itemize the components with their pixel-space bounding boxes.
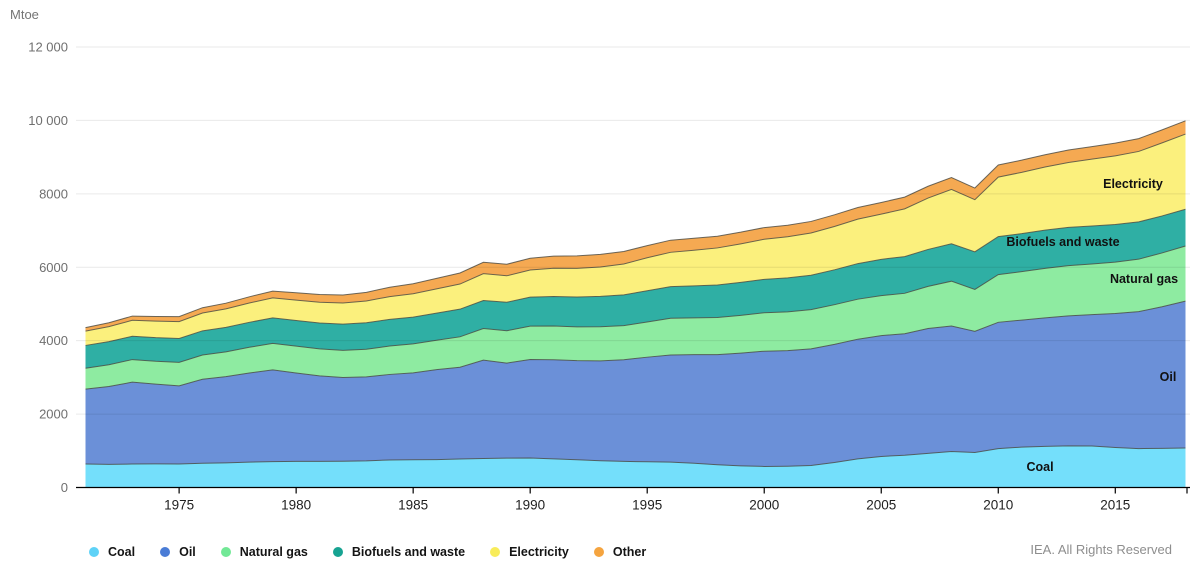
y-axis-tick-label: 8000 — [39, 186, 68, 201]
area-label-coal: Coal — [1026, 460, 1054, 474]
area-label-biofuels-and-waste: Biofuels and waste — [1006, 235, 1120, 249]
area-label-oil: Oil — [1159, 370, 1177, 384]
area-boundary-line — [85, 300, 1186, 390]
area-boundary-line — [85, 245, 1186, 369]
x-axis-tick-label: 2005 — [866, 498, 896, 513]
y-axis-tick-label: 6000 — [39, 260, 68, 275]
area-boundary-line — [85, 208, 1186, 346]
legend-item-coal[interactable]: Coal — [89, 545, 135, 559]
oil-swatch-icon — [160, 547, 171, 557]
legend-label: Oil — [179, 545, 196, 559]
legend-label: Electricity — [509, 545, 569, 559]
y-axis-tick-label: 4000 — [39, 333, 68, 348]
chart-legend: Coal Oil Natural gas Biofuels and waste … — [89, 545, 646, 559]
y-axis-tick-label: 2000 — [39, 407, 68, 422]
area-electricity[interactable] — [85, 134, 1186, 346]
y-axis-tick-label: 0 — [61, 480, 68, 495]
legend-item-electricity[interactable]: Electricity — [490, 545, 569, 559]
area-boundary-line — [85, 445, 1186, 467]
x-axis-tick-label: 1990 — [515, 498, 545, 513]
copyright-notice: IEA. All Rights Reserved — [1030, 542, 1172, 557]
area-label-natural-gas: Natural gas — [1109, 272, 1179, 286]
area-label-electricity: Electricity — [1103, 177, 1163, 191]
legend-item-biofuels-and-waste[interactable]: Biofuels and waste — [332, 545, 466, 559]
area-boundary-line — [85, 120, 1186, 329]
coal-swatch-icon — [89, 547, 99, 557]
area-natural-gas[interactable] — [85, 245, 1186, 390]
legend-label: Coal — [108, 545, 136, 559]
legend-label: Biofuels and waste — [351, 545, 466, 559]
area-coal[interactable] — [85, 445, 1186, 488]
electricity-swatch-icon — [490, 547, 501, 557]
legend-item-other[interactable]: Other — [593, 545, 647, 559]
x-axis-tick-label: 1995 — [632, 498, 662, 513]
natural-gas-swatch-icon — [220, 547, 231, 557]
y-axis-unit-label: Mtoe — [10, 7, 39, 22]
legend-item-oil[interactable]: Oil — [160, 545, 196, 559]
x-axis-tick-label: 1985 — [398, 498, 428, 513]
y-axis-tick-label: 10 000 — [28, 113, 68, 128]
biofuels-swatch-icon — [332, 547, 343, 557]
area-boundary-line — [85, 133, 1186, 332]
y-axis-tick-label: 12 000 — [28, 40, 68, 55]
x-axis-tick-label: 2000 — [749, 498, 779, 513]
x-axis-tick-label: 1980 — [281, 498, 311, 513]
legend-label: Other — [612, 545, 647, 559]
legend-item-natural-gas[interactable]: Natural gas — [220, 545, 308, 559]
x-axis-tick-label: 2015 — [1100, 498, 1130, 513]
x-axis-tick-label: 1975 — [164, 498, 194, 513]
area-oil[interactable] — [85, 301, 1186, 467]
legend-label: Natural gas — [239, 545, 308, 559]
area-biofuels-and-waste[interactable] — [85, 209, 1186, 369]
x-axis-tick-label: 2010 — [983, 498, 1013, 513]
other-swatch-icon — [593, 547, 604, 557]
